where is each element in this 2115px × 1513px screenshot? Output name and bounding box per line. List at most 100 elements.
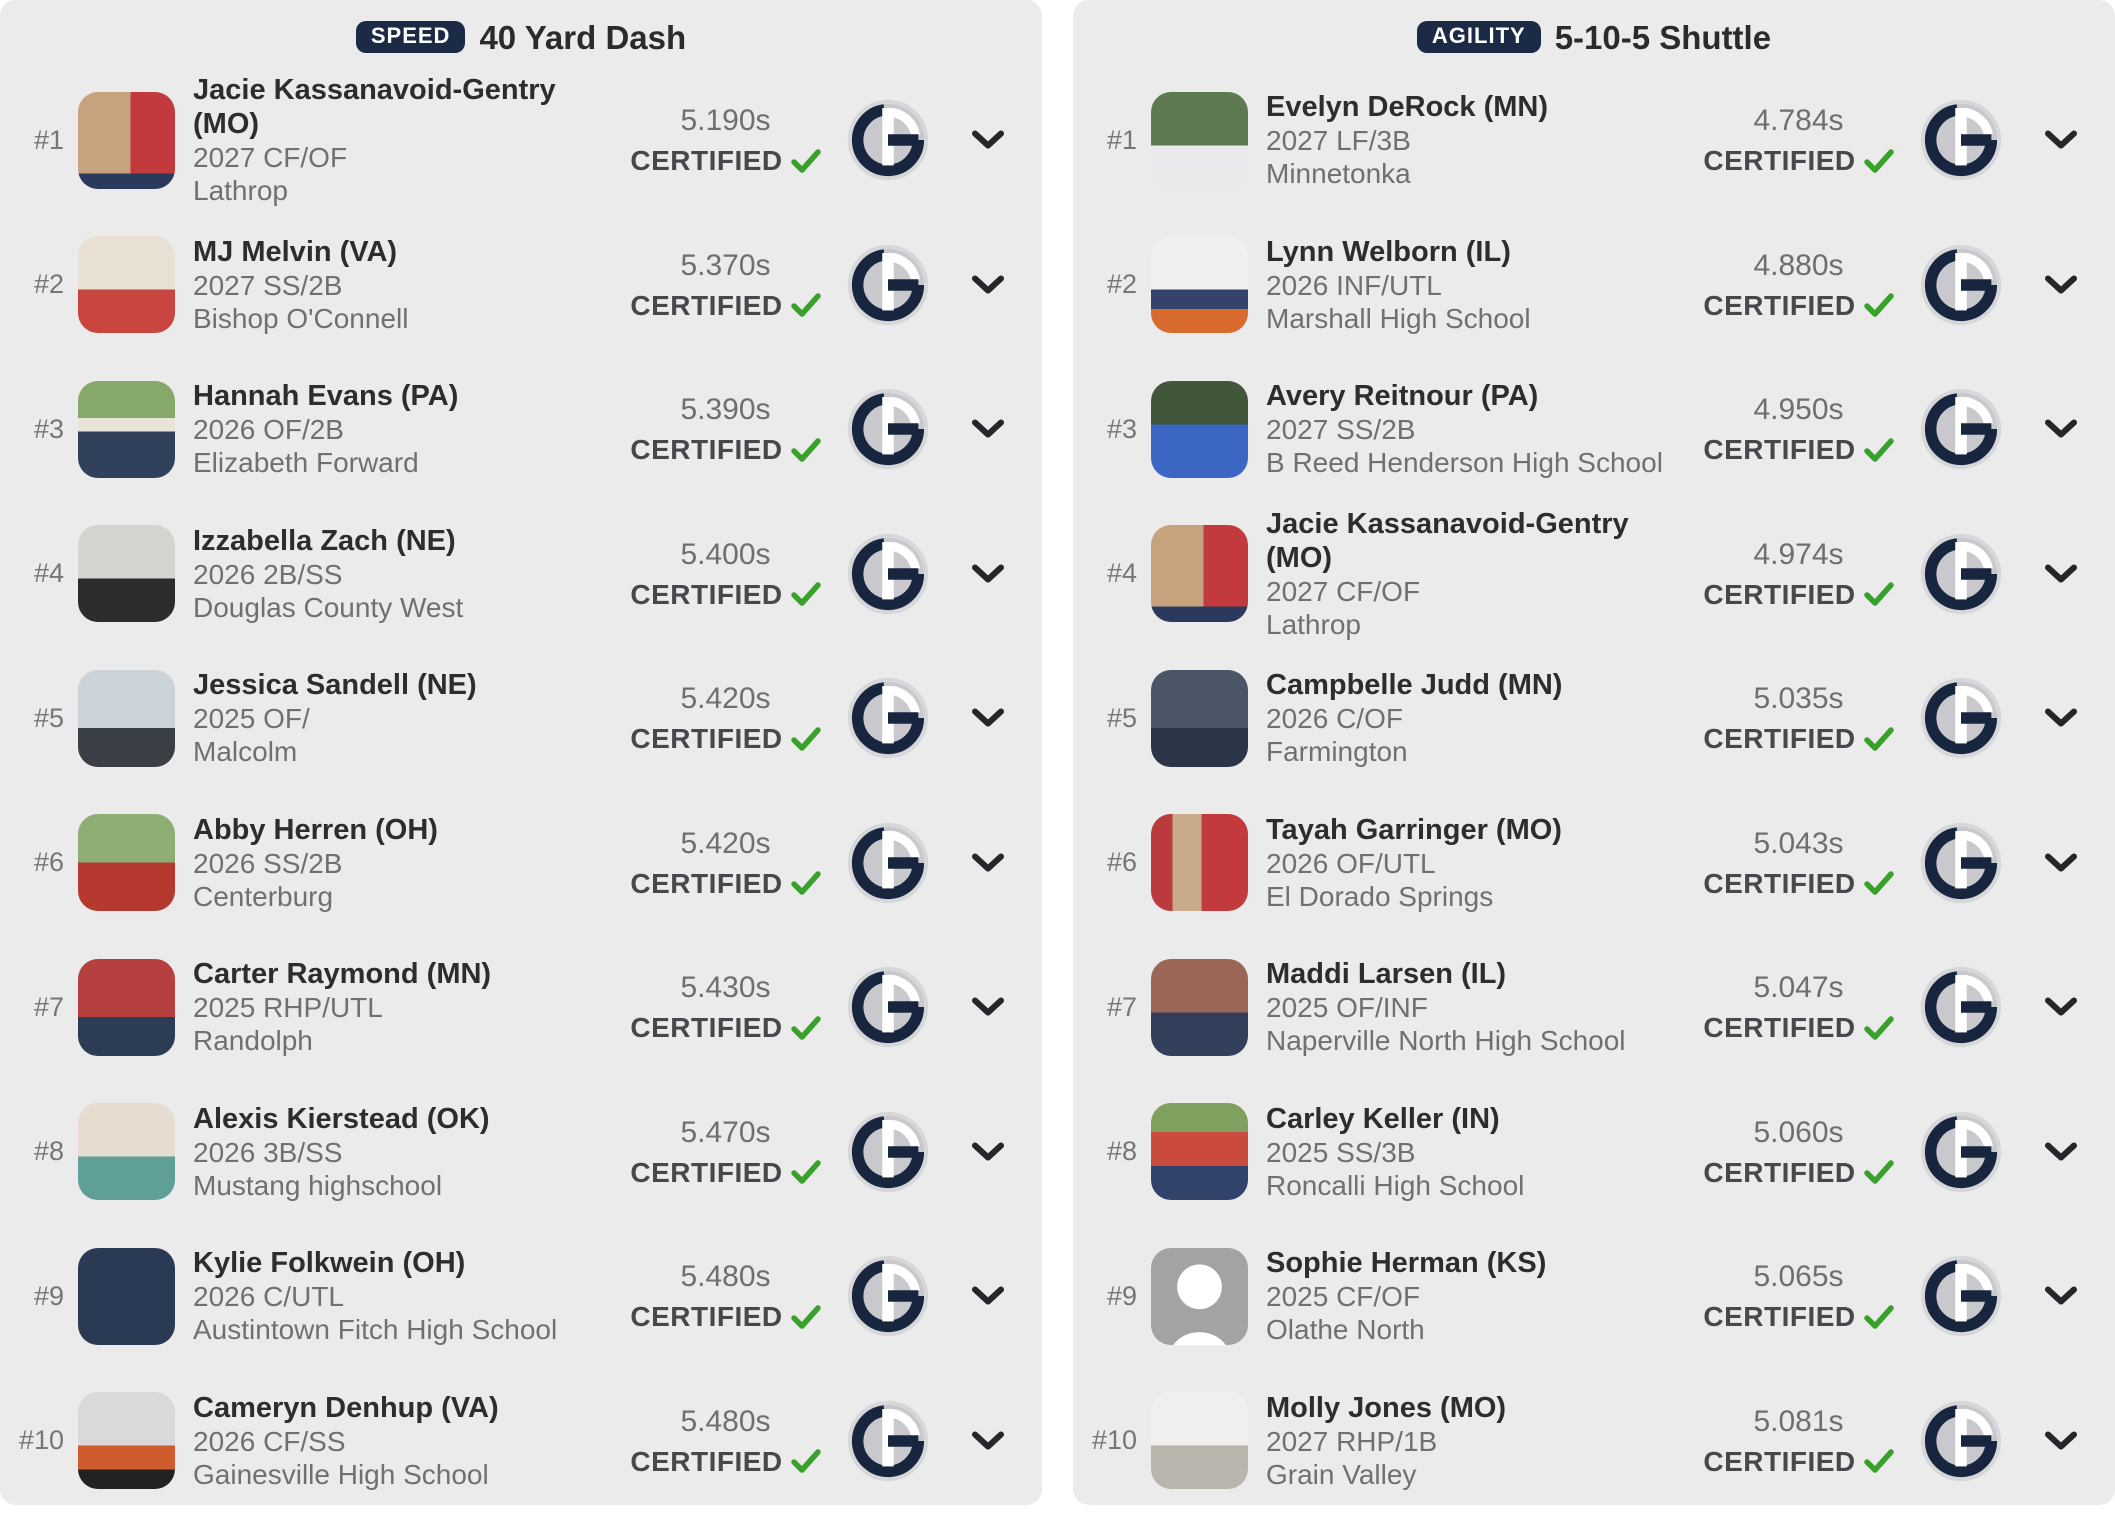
athlete-photo <box>1151 959 1248 1056</box>
g-logo-icon <box>1920 1255 2002 1337</box>
expand-chevron-icon[interactable] <box>2044 130 2078 151</box>
expand-chevron-icon[interactable] <box>971 419 1005 440</box>
certified-check-icon <box>1864 582 1894 607</box>
athlete-info: Avery Reitnour (PA) 2027 SS/2B B Reed He… <box>1266 379 1686 479</box>
leaderboard-row[interactable]: #6 Tayah Garringer (MO) 2026 OF/UTL El D… <box>1073 791 2115 936</box>
category-badge: AGILITY <box>1417 21 1541 53</box>
athlete-grad-position: 2027 SS/2B <box>193 269 613 302</box>
expand-chevron-icon[interactable] <box>2044 563 2078 584</box>
athlete-info: Campbelle Judd (MN) 2026 C/OF Farmington <box>1266 668 1686 768</box>
athlete-school: Malcolm <box>193 735 613 768</box>
g-logo-icon <box>847 1255 929 1337</box>
leaderboard-row[interactable]: #2 Lynn Welborn (IL) 2026 INF/UTL Marsha… <box>1073 213 2115 358</box>
athlete-name: Avery Reitnour (PA) <box>1266 379 1686 413</box>
leaderboard-row[interactable]: #9 Kylie Folkwein (OH) 2026 C/UTL Austin… <box>0 1224 1042 1369</box>
expand-chevron-icon[interactable] <box>971 1286 1005 1307</box>
certified-label: CERTIFIED <box>630 1011 782 1045</box>
athlete-grad-position: 2027 LF/3B <box>1266 124 1686 157</box>
athlete-photo <box>78 92 175 189</box>
athlete-school: Lathrop <box>193 174 613 207</box>
leaderboard-row[interactable]: #3 Hannah Evans (PA) 2026 OF/2B Elizabet… <box>0 357 1042 502</box>
leaderboard-row[interactable]: #10 Cameryn Denhup (VA) 2026 CF/SS Gaine… <box>0 1369 1042 1513</box>
athlete-grad-position: 2025 RHP/UTL <box>193 991 613 1024</box>
athlete-info: Izzabella Zach (NE) 2026 2B/SS Douglas C… <box>193 524 613 624</box>
expand-chevron-icon[interactable] <box>2044 274 2078 295</box>
expand-chevron-icon[interactable] <box>2044 419 2078 440</box>
leaderboard-row[interactable]: #10 Molly Jones (MO) 2027 RHP/1B Grain V… <box>1073 1369 2115 1513</box>
leaderboard-row[interactable]: #4 Jacie Kassanavoid-Gentry (MO) 2027 CF… <box>1073 502 2115 647</box>
leaderboard-row[interactable]: #9 Sophie Herman (KS) 2025 CF/OF Olathe … <box>1073 1224 2115 1369</box>
athlete-school: El Dorado Springs <box>1266 880 1686 913</box>
certified-badge: CERTIFIED <box>618 1300 833 1334</box>
expand-chevron-icon[interactable] <box>2044 1286 2078 1307</box>
certified-badge: CERTIFIED <box>618 1011 833 1045</box>
leaderboard-row[interactable]: #3 Avery Reitnour (PA) 2027 SS/2B B Reed… <box>1073 357 2115 502</box>
rank-label: #4 <box>1073 558 1137 589</box>
expand-chevron-icon[interactable] <box>2044 1430 2078 1451</box>
leaderboard-row[interactable]: #6 Abby Herren (OH) 2026 SS/2B Centerbur… <box>0 791 1042 936</box>
athlete-name: Hannah Evans (PA) <box>193 379 613 413</box>
expand-chevron-icon[interactable] <box>2044 997 2078 1018</box>
leaderboard-row[interactable]: #5 Campbelle Judd (MN) 2026 C/OF Farming… <box>1073 646 2115 791</box>
athlete-school: Randolph <box>193 1024 613 1057</box>
athlete-name: Maddi Larsen (IL) <box>1266 957 1686 991</box>
certified-badge: CERTIFIED <box>1691 144 1906 178</box>
leaderboard-row[interactable]: #4 Izzabella Zach (NE) 2026 2B/SS Dougla… <box>0 502 1042 647</box>
expand-chevron-icon[interactable] <box>971 274 1005 295</box>
result-stat: 5.060s CERTIFIED <box>1691 1114 1906 1190</box>
certified-label: CERTIFIED <box>1703 867 1855 901</box>
certified-label: CERTIFIED <box>630 1300 782 1334</box>
athlete-name: Cameryn Denhup (VA) <box>193 1391 613 1425</box>
result-stat: 5.370s CERTIFIED <box>618 247 833 323</box>
expand-chevron-icon[interactable] <box>971 708 1005 729</box>
panel-title: 5-10-5 Shuttle <box>1555 21 1771 54</box>
certified-label: CERTIFIED <box>1703 578 1855 612</box>
certified-label: CERTIFIED <box>630 1156 782 1190</box>
leaderboard-row[interactable]: #1 Jacie Kassanavoid-Gentry (MO) 2027 CF… <box>0 68 1042 213</box>
rank-label: #7 <box>0 992 64 1023</box>
certified-badge: CERTIFIED <box>1691 1011 1906 1045</box>
athlete-name: Lynn Welborn (IL) <box>1266 235 1686 269</box>
certified-label: CERTIFIED <box>630 867 782 901</box>
time-value: 4.950s <box>1691 391 1906 429</box>
certified-check-icon <box>791 582 821 607</box>
leaderboard-row[interactable]: #8 Carley Keller (IN) 2025 SS/3B Roncall… <box>1073 1080 2115 1225</box>
certified-badge: CERTIFIED <box>1691 1445 1906 1479</box>
certified-label: CERTIFIED <box>1703 1156 1855 1190</box>
athlete-photo <box>78 1392 175 1489</box>
leaderboard-row[interactable]: #7 Carter Raymond (MN) 2025 RHP/UTL Rand… <box>0 935 1042 1080</box>
expand-chevron-icon[interactable] <box>2044 852 2078 873</box>
rank-label: #7 <box>1073 992 1137 1023</box>
rank-label: #3 <box>1073 414 1137 445</box>
result-stat: 4.880s CERTIFIED <box>1691 247 1906 323</box>
expand-chevron-icon[interactable] <box>2044 708 2078 729</box>
leaderboard-row[interactable]: #7 Maddi Larsen (IL) 2025 OF/INF Napervi… <box>1073 935 2115 1080</box>
expand-chevron-icon[interactable] <box>971 997 1005 1018</box>
time-value: 5.400s <box>618 536 833 574</box>
g-logo-icon <box>847 966 929 1048</box>
leaderboard-row[interactable]: #1 Evelyn DeRock (MN) 2027 LF/3B Minneto… <box>1073 68 2115 213</box>
athlete-school: Marshall High School <box>1266 302 1686 335</box>
certified-label: CERTIFIED <box>1703 289 1855 323</box>
athlete-grad-position: 2026 2B/SS <box>193 558 613 591</box>
leaderboard-row[interactable]: #2 MJ Melvin (VA) 2027 SS/2B Bishop O'Co… <box>0 213 1042 358</box>
expand-chevron-icon[interactable] <box>971 852 1005 873</box>
athlete-info: Carley Keller (IN) 2025 SS/3B Roncalli H… <box>1266 1102 1686 1202</box>
athlete-school: Grain Valley <box>1266 1458 1686 1491</box>
expand-chevron-icon[interactable] <box>2044 1141 2078 1162</box>
g-logo-icon <box>1920 1111 2002 1193</box>
rank-label: #3 <box>0 414 64 445</box>
expand-chevron-icon[interactable] <box>971 130 1005 151</box>
expand-chevron-icon[interactable] <box>971 1430 1005 1451</box>
certified-badge: CERTIFIED <box>618 722 833 756</box>
expand-chevron-icon[interactable] <box>971 563 1005 584</box>
certified-badge: CERTIFIED <box>618 578 833 612</box>
leaderboard-row[interactable]: #8 Alexis Kierstead (OK) 2026 3B/SS Must… <box>0 1080 1042 1225</box>
leaderboard-row[interactable]: #5 Jessica Sandell (NE) 2025 OF/ Malcolm… <box>0 646 1042 791</box>
result-stat: 5.047s CERTIFIED <box>1691 969 1906 1045</box>
athlete-name: MJ Melvin (VA) <box>193 235 613 269</box>
expand-chevron-icon[interactable] <box>971 1141 1005 1162</box>
athlete-school: Naperville North High School <box>1266 1024 1686 1057</box>
g-logo-icon <box>1920 244 2002 326</box>
g-logo-icon <box>847 388 929 470</box>
